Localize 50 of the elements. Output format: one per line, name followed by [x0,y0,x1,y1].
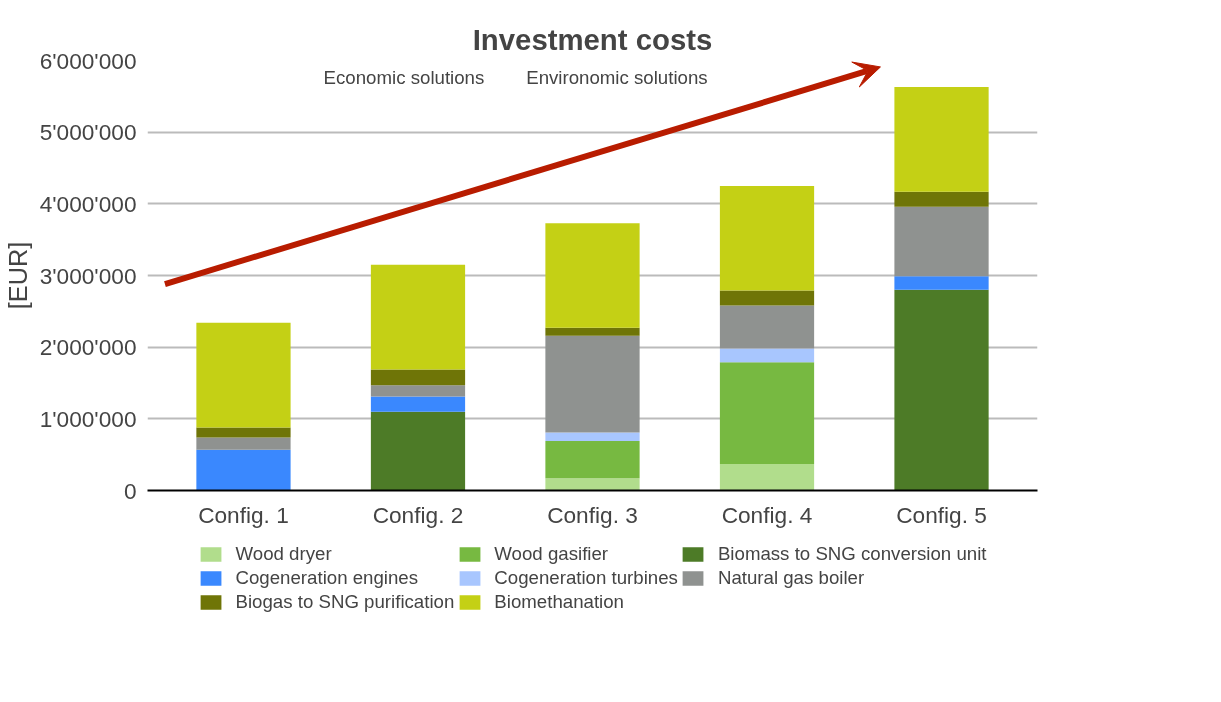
y-tick-label: 4'000'000 [39,190,137,217]
x-tick-label: Config. 2 [372,501,464,528]
legend-label: Wood gasifier [494,542,609,565]
legend-label: Cogeneration engines [235,566,419,589]
bar [719,362,815,464]
bar [370,264,466,370]
legend-label: Cogeneration turbines [494,566,678,589]
bar [196,322,291,428]
chart-title: Investment costs [472,22,713,56]
bar [545,441,640,479]
y-tick-label: 6'000'000 [39,47,137,74]
bar [196,449,291,491]
y-tick-label: 0 [123,477,137,504]
bar [545,327,640,336]
legend-label: Biomass to SNG conversion unit [717,542,987,565]
bar [719,185,815,291]
bar [894,87,989,192]
x-tick-label: Config. 3 [547,501,638,528]
y-tick-label: 2'000'000 [39,334,137,361]
bar [545,478,640,491]
bar [370,411,466,491]
y-tick-label: 5'000'000 [39,119,137,146]
annotation: Environomic solutions [526,67,708,89]
bar [370,396,466,412]
bar [719,305,815,349]
bar [894,191,989,207]
bar [894,206,989,277]
x-tick-label: Config. 4 [721,501,813,528]
x-tick-label: Config. 1 [198,501,289,528]
bar [894,289,989,491]
y-tick-label: 3'000'000 [39,262,137,289]
bar [370,369,466,386]
y-axis-title: [EUR] [3,241,32,310]
bar [545,335,640,433]
bar [894,276,989,290]
annotation: Economic solutions [323,67,485,89]
bar [545,432,640,442]
bar [719,348,815,363]
y-tick-label: 1'000'000 [39,405,137,432]
bar [196,437,291,450]
legend-label: Natural gas boiler [717,566,865,589]
bar [370,385,466,397]
bar [545,223,640,328]
x-tick-label: Config. 5 [896,501,987,528]
legend-label: Biogas to SNG purification [235,590,455,613]
legend-label: Wood dryer [235,542,332,565]
bar [719,290,815,306]
legend-label: Biomethanation [494,590,624,613]
bar [719,463,815,491]
bar [196,427,291,438]
